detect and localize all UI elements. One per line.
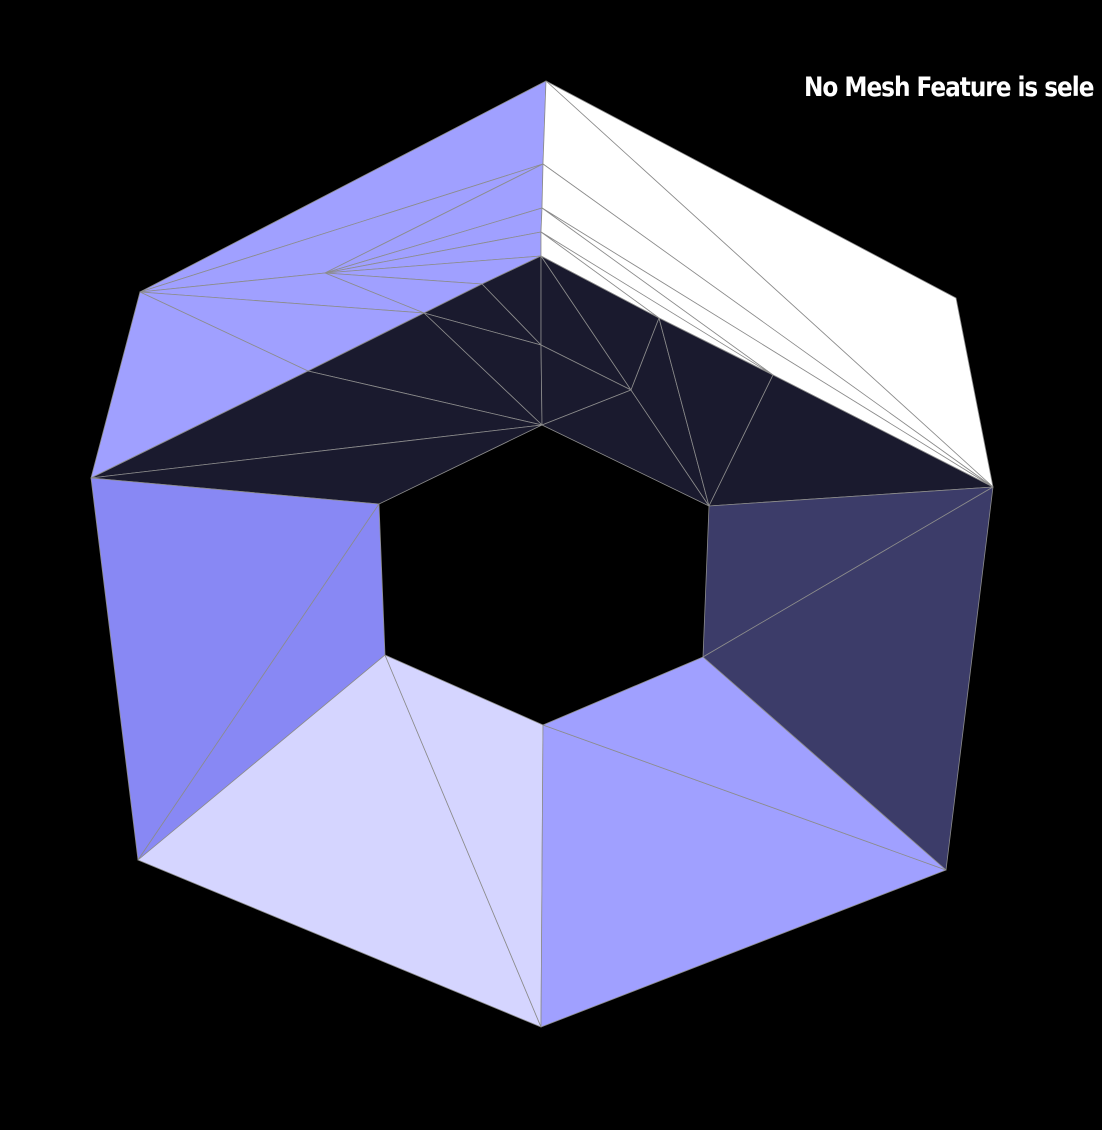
selection-status-text: No Mesh Feature is sele <box>804 72 1094 103</box>
mesh-face[interactable] <box>542 656 947 871</box>
